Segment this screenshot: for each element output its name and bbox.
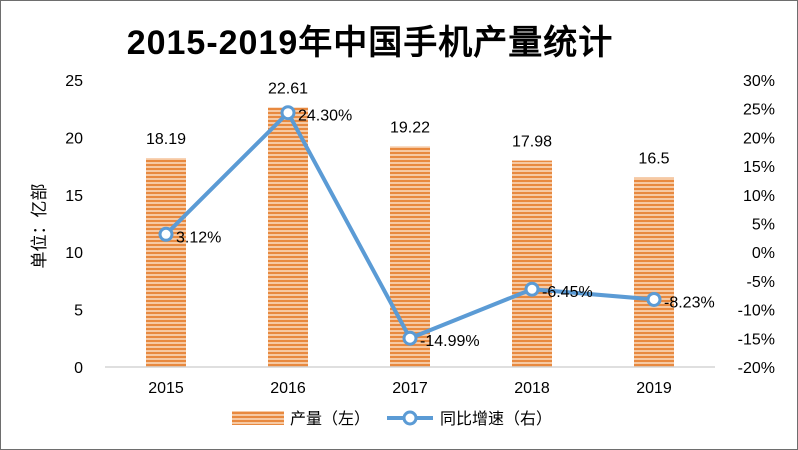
line-data-label: -6.45% [542,284,593,301]
y-right-tick-label: 25% [743,102,775,119]
x-tick-label: 2015 [148,380,184,397]
bar [512,160,552,367]
bar-data-label: 19.22 [390,119,430,136]
x-tick-label: 2017 [392,380,428,397]
legend-label-line: 同比增速（右） [440,409,552,428]
bar [390,146,430,367]
line-point [646,291,662,307]
x-tick-label: 2016 [270,380,306,397]
line-data-label: 24.30% [298,108,352,125]
bar-data-label: 18.19 [146,131,186,148]
y-right-tick-label: 0% [752,245,775,262]
y-left-tick-label: 0 [74,360,83,377]
y-right-tick-label: 5% [752,217,775,234]
y-left-tick-label: 5 [74,303,83,320]
y-right-tick-label: 15% [743,159,775,176]
y-left-tick-label: 15 [65,188,83,205]
legend-swatch-bar [232,411,284,425]
y-left-tick-label: 10 [65,245,83,262]
bar [268,107,308,368]
chart-title: 2015-2019年中国手机产量统计 [127,24,614,62]
y-right-tick-label: -10% [738,303,775,320]
y-left-tick-label: 20 [65,130,83,147]
legend-swatch-marker [402,410,418,426]
bar-data-label: 16.5 [638,151,669,168]
y-axis-left-label: 单位：亿部 [30,184,50,269]
y-right-tick-label: 20% [743,130,775,147]
y-left-tick-label: 25 [65,73,83,90]
y-axis-right-ticks: -20% -15% -10% -5% 0% 5% 10% 15% 20% 25% 30% [738,73,775,377]
y-axis-left-ticks: 0 5 10 15 20 25 [65,73,83,377]
bar-series: 18.19 22.61 19.22 17.98 16.5 [146,80,674,368]
bar-data-label: 17.98 [512,134,552,151]
y-right-tick-label: -15% [738,331,775,348]
y-right-tick-label: 30% [743,73,775,90]
y-right-tick-label: -5% [747,274,775,291]
bar [634,177,674,367]
y-right-tick-label: 10% [743,188,775,205]
legend-label-bar: 产量（左） [290,409,370,428]
bar-data-label: 22.61 [268,80,308,97]
line-point [524,281,540,297]
x-axis-ticks: 2015 2016 2017 2018 2019 [148,380,672,397]
line-point [158,226,174,242]
line-point [280,105,296,121]
line-point [402,330,418,346]
y-right-tick-label: -20% [738,360,775,377]
legend: 产量（左） 同比增速（右） [232,409,552,428]
bar [146,158,186,367]
x-tick-label: 2018 [514,380,550,397]
x-tick-label: 2019 [636,380,672,397]
line-data-label: -8.23% [664,294,715,311]
line-data-label: 3.12% [176,229,221,246]
line-series: 3.12% 24.30% -14.99% -6.45% -8.23% [158,105,715,350]
line-data-label: -14.99% [420,333,480,350]
